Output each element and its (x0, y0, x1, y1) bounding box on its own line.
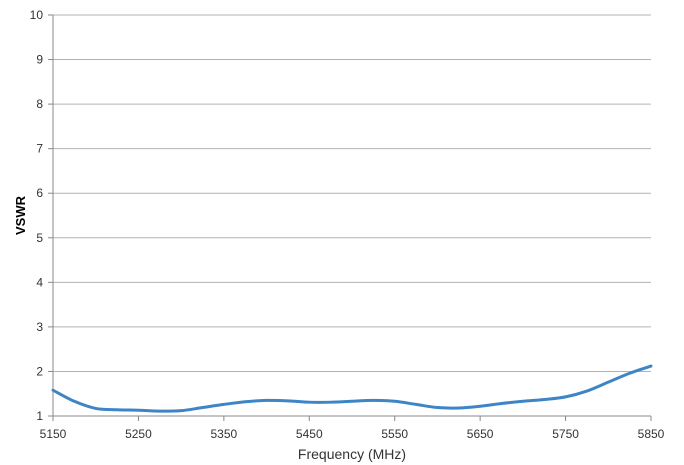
x-axis-title: Frequency (MHz) (298, 446, 406, 462)
x-tick-label: 5450 (296, 427, 323, 441)
axes (52, 15, 651, 417)
y-axis-title: VSWR (13, 195, 28, 235)
y-tick-label: 4 (36, 275, 43, 289)
x-tick-label: 5250 (125, 427, 152, 441)
y-tick-label: 8 (36, 97, 43, 111)
y-tick-label: 3 (36, 320, 43, 334)
x-tick-label: 5850 (638, 427, 665, 441)
x-tick-label: 5650 (467, 427, 494, 441)
x-tick-label: 5150 (40, 427, 67, 441)
series-layer (51, 364, 653, 413)
y-tick-label: 10 (30, 8, 44, 22)
y-tick-label: 7 (36, 142, 43, 156)
y-tick-label: 2 (36, 364, 43, 378)
y-tick-labels: 1 2 3 4 5 6 7 8 9 10 (30, 8, 44, 423)
y-tick-label: 1 (36, 409, 43, 423)
vswr-line (51, 364, 653, 413)
y-tick-label: 5 (36, 231, 43, 245)
x-tick-label: 5750 (552, 427, 579, 441)
x-tick-label: 5550 (381, 427, 408, 441)
grid-lines (48, 14, 652, 421)
x-tick-label: 5350 (211, 427, 238, 441)
y-tick-label: 9 (36, 53, 43, 67)
x-tick-labels: 5150 5250 5350 5450 5550 5650 5750 5850 (40, 427, 665, 441)
y-tick-label: 6 (36, 186, 43, 200)
